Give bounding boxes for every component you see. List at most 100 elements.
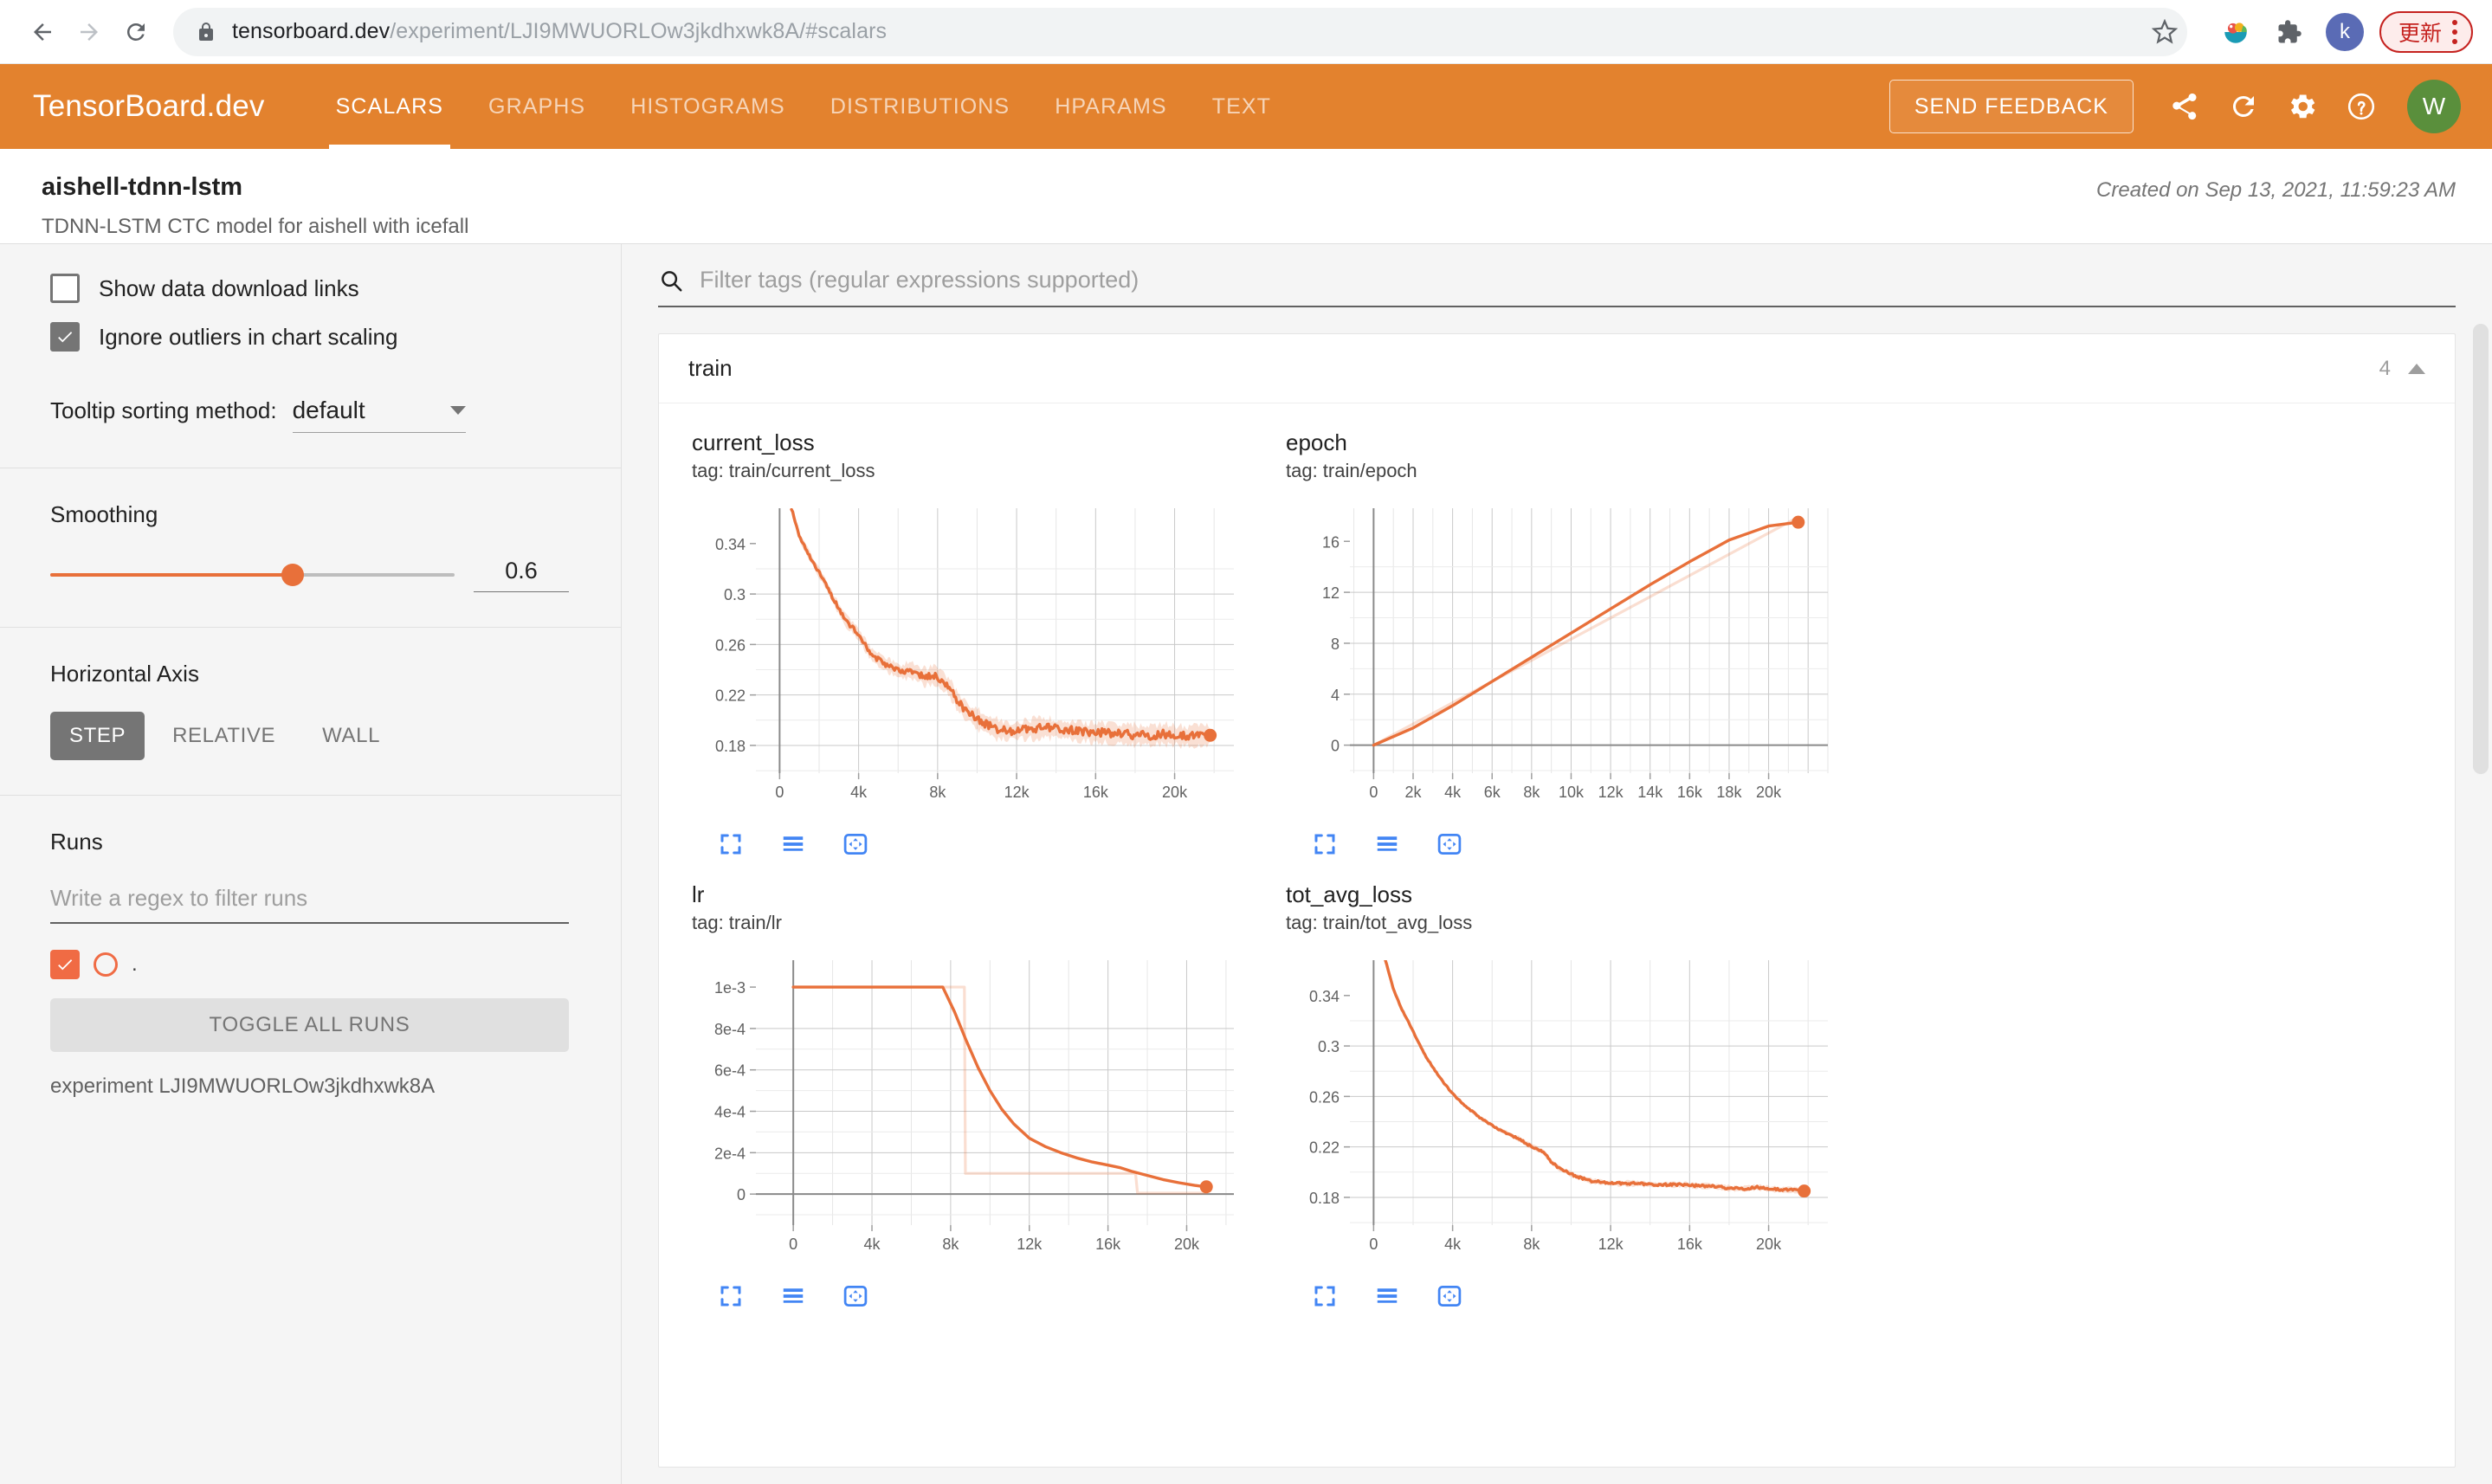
tag-group-header[interactable]: train 4 [659, 334, 2455, 403]
plot-lr[interactable]: 0 2e-4 4e-4 6e-4 8e-4 1e-3 0 4k 8k 12k 16k 20k [692, 952, 1262, 1268]
user-avatar[interactable]: W [2407, 80, 2461, 133]
svg-text:20k: 20k [1756, 784, 1782, 801]
sidebar: Show data download links Ignore outliers… [0, 244, 622, 1484]
share-button[interactable] [2158, 80, 2211, 133]
search-icon [662, 270, 682, 291]
toggle-all-runs-button[interactable]: TOGGLE ALL RUNS [50, 998, 569, 1052]
refresh-icon [2232, 95, 2254, 117]
browser-profile-avatar[interactable]: k [2325, 12, 2364, 51]
tab-hparams[interactable]: HPARAMS [1055, 94, 1167, 119]
back-button[interactable] [19, 9, 66, 55]
smoothing-slider[interactable] [50, 562, 455, 588]
run-name: . [132, 952, 138, 976]
tab-distributions[interactable]: DISTRIBUTIONS [830, 94, 1010, 119]
smoothing-value-input[interactable]: 0.6 [474, 558, 569, 592]
svg-text:12: 12 [1322, 584, 1340, 602]
svg-text:14k: 14k [1637, 784, 1663, 801]
svg-text:2e-4: 2e-4 [714, 1145, 746, 1162]
tag-filter-input[interactable]: Filter tags (regular expressions support… [658, 267, 2456, 307]
main-layout: Show data download links Ignore outliers… [0, 244, 2492, 1484]
haxis-option-relative[interactable]: RELATIVE [172, 724, 276, 747]
update-button[interactable]: 更新 [2379, 10, 2473, 53]
pan-reset-icon[interactable] [841, 829, 870, 859]
lock-icon [196, 22, 216, 42]
chart-actions-epoch [1286, 829, 1856, 859]
chart-card-tot_avg_loss: tot_avg_loss tag: train/tot_avg_loss 0.1… [1274, 874, 1868, 1326]
forward-button[interactable] [66, 9, 113, 55]
svg-text:18k: 18k [1716, 784, 1742, 801]
show-download-links-checkbox[interactable] [50, 274, 80, 303]
header-actions: SEND FEEDBACK W [1888, 80, 2461, 133]
slider-thumb[interactable] [281, 564, 305, 586]
svg-text:0.26: 0.26 [715, 636, 746, 654]
pan-reset-icon[interactable] [1435, 829, 1464, 859]
data-lines-icon[interactable] [778, 1281, 808, 1311]
settings-button[interactable] [2276, 80, 2329, 133]
svg-text:0: 0 [775, 784, 784, 801]
runs-filter-input[interactable]: Write a regex to filter runs [50, 885, 569, 924]
tooltip-sorting-select[interactable]: default [292, 397, 466, 433]
send-feedback-button[interactable]: SEND FEEDBACK [1888, 80, 2134, 133]
plot-current_loss[interactable]: 0.18 0.22 0.26 0.3 0.34 0 4k 8k 12k 16k 20k [692, 500, 1262, 816]
experiment-header: aishell-tdnn-lstm TDNN-LSTM CTC model fo… [0, 149, 2492, 244]
extensions-button[interactable] [2267, 10, 2312, 55]
haxis-option-step[interactable]: STEP [50, 712, 145, 760]
fullscreen-icon[interactable] [716, 829, 746, 859]
chart-actions-tot_avg_loss [1286, 1281, 1856, 1311]
svg-text:16k: 16k [1677, 1236, 1703, 1253]
chart-actions-lr [692, 1281, 1262, 1311]
content-area: Filter tags (regular expressions support… [622, 244, 2492, 1484]
svg-text:1e-3: 1e-3 [714, 979, 746, 997]
fullscreen-icon[interactable] [716, 1281, 746, 1311]
svg-text:12k: 12k [1017, 1236, 1043, 1253]
data-lines-icon[interactable] [1372, 829, 1402, 859]
horizontal-axis-title: Horizontal Axis [50, 661, 199, 687]
star-icon [2151, 18, 2178, 44]
fullscreen-icon[interactable] [1310, 1281, 1340, 1311]
pan-reset-icon[interactable] [1435, 1281, 1464, 1311]
smoothing-control: 0.6 [50, 558, 569, 592]
tab-graphs[interactable]: GRAPHS [488, 94, 586, 119]
haxis-option-wall[interactable]: WALL [322, 724, 381, 747]
fullscreen-icon[interactable] [1310, 829, 1340, 859]
tag-filter-bar: Filter tags (regular expressions support… [622, 244, 2492, 307]
sidebar-divider-2 [0, 627, 621, 628]
chart-title: current_loss [692, 429, 815, 455]
vertical-scrollbar[interactable] [2469, 244, 2492, 1484]
svg-text:12k: 12k [1598, 784, 1624, 801]
plot-epoch[interactable]: 0 4 8 12 16 0 2k 4k 6k 8k 10k 12k 14k 16k 18k 20k [1286, 500, 1856, 816]
pan-reset-icon[interactable] [841, 1281, 870, 1311]
tab-histograms[interactable]: HISTOGRAMS [630, 94, 785, 119]
svg-text:8k: 8k [1523, 784, 1540, 801]
salad-extension-button[interactable] [2213, 10, 2258, 55]
tab-text[interactable]: TEXT [1211, 94, 1271, 119]
kebab-menu-icon[interactable] [2452, 19, 2457, 44]
scrollbar-thumb[interactable] [2473, 324, 2489, 774]
svg-text:20k: 20k [1162, 784, 1188, 801]
bookmark-star-button[interactable] [2142, 10, 2187, 55]
ignore-outliers-row[interactable]: Ignore outliers in chart scaling [50, 322, 569, 352]
reload-button[interactable] [113, 9, 159, 55]
experiment-created-timestamp: Created on Sep 13, 2021, 11:59:23 AM [2096, 178, 2456, 202]
svg-text:4: 4 [1331, 687, 1340, 704]
run-list-item[interactable]: . [50, 950, 569, 979]
run-checkbox[interactable] [50, 950, 80, 979]
svg-text:0.18: 0.18 [1309, 1190, 1340, 1207]
plot-tot_avg_loss[interactable]: 0.18 0.22 0.26 0.3 0.34 0 4k 8k 12k 16k 20k [1286, 952, 1856, 1268]
chevron-up-icon[interactable] [2408, 363, 2425, 374]
address-bar[interactable]: tensorboard.dev/experiment/LJI9MWUORLOw3… [173, 7, 2187, 56]
show-download-links-row[interactable]: Show data download links [50, 274, 569, 303]
tab-scalars[interactable]: SCALARS [313, 64, 466, 149]
refresh-button[interactable] [2217, 80, 2270, 133]
chart-card-current_loss: current_loss tag: train/current_loss 0.1… [680, 423, 1274, 874]
url-text: tensorboard.dev/experiment/LJI9MWUORLOw3… [232, 19, 888, 43]
checkmark-icon [58, 959, 73, 971]
help-button[interactable] [2334, 80, 2388, 133]
ignore-outliers-checkbox[interactable] [50, 322, 80, 352]
svg-text:0.34: 0.34 [1309, 988, 1340, 1005]
svg-text:4e-4: 4e-4 [714, 1104, 746, 1121]
svg-text:0: 0 [1369, 784, 1378, 801]
data-lines-icon[interactable] [1372, 1281, 1402, 1311]
data-lines-icon[interactable] [778, 829, 808, 859]
extensions-puzzle-icon [2278, 19, 2302, 42]
